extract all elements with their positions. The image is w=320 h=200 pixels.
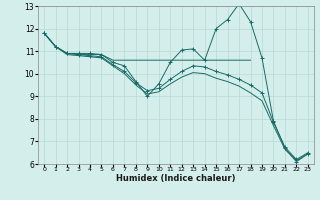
X-axis label: Humidex (Indice chaleur): Humidex (Indice chaleur): [116, 174, 236, 183]
